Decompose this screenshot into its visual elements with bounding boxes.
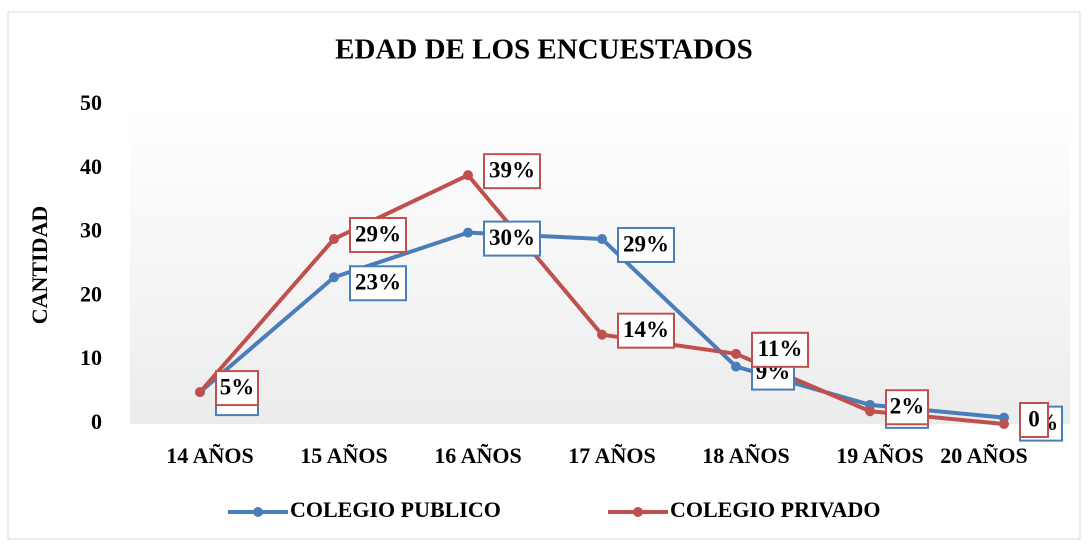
data-label-box xyxy=(885,389,929,426)
data-point xyxy=(329,233,339,244)
data-label-box xyxy=(349,216,407,253)
data-label: 11% xyxy=(758,336,803,361)
x-tick-label: 20 AÑOS xyxy=(940,443,1027,468)
data-label-box xyxy=(751,331,809,368)
data-label: 0 xyxy=(1028,406,1040,431)
data-label-box xyxy=(617,226,675,263)
data-label-box xyxy=(617,312,675,349)
legend-label: COLEGIO PUBLICO xyxy=(290,497,501,522)
chart-title: EDAD DE LOS ENCUESTADOS xyxy=(335,34,753,66)
data-label: 5% xyxy=(220,374,255,399)
x-tick-label: 17 AÑOS xyxy=(568,443,655,468)
data-point xyxy=(999,419,1009,429)
data-label-box xyxy=(483,153,541,190)
data-label: 14% xyxy=(623,317,669,342)
data-label-box xyxy=(483,220,541,257)
y-tick-label: 10 xyxy=(80,345,102,370)
data-label: 30% xyxy=(489,225,535,250)
y-axis-label: CANTIDAD xyxy=(27,206,52,325)
x-tick-label: 19 AÑOS xyxy=(836,443,923,468)
data-point xyxy=(731,361,741,372)
x-tick-label: 14 AÑOS xyxy=(166,443,253,468)
data-point xyxy=(731,348,741,359)
legend-marker xyxy=(253,507,263,517)
data-point xyxy=(463,227,473,238)
x-tick-label: 16 AÑOS xyxy=(434,443,521,468)
y-tick-label: 40 xyxy=(80,154,102,179)
data-label-box xyxy=(215,370,259,407)
plot-area xyxy=(130,105,1070,424)
legend-label: COLEGIO PRIVADO xyxy=(670,497,880,522)
y-tick-label: 30 xyxy=(80,218,102,243)
data-label: 23% xyxy=(355,270,401,295)
data-label: 29% xyxy=(355,221,401,246)
y-tick-label: 20 xyxy=(80,281,102,306)
data-label-box xyxy=(1019,402,1049,438)
data-label: 2% xyxy=(890,394,925,419)
y-tick-label: 50 xyxy=(80,90,102,115)
x-tick-label: 15 AÑOS xyxy=(300,443,387,468)
x-tick-label: 18 AÑOS xyxy=(702,443,789,468)
data-label: 39% xyxy=(489,157,535,182)
data-point xyxy=(597,233,607,244)
data-point xyxy=(195,387,205,398)
data-point xyxy=(597,329,607,340)
y-tick-label: 0 xyxy=(91,409,102,434)
data-point xyxy=(865,406,875,417)
data-point xyxy=(329,272,339,283)
legend-marker xyxy=(633,507,643,517)
data-label: 29% xyxy=(623,231,669,256)
data-point xyxy=(463,170,473,181)
data-label-box xyxy=(349,265,407,302)
